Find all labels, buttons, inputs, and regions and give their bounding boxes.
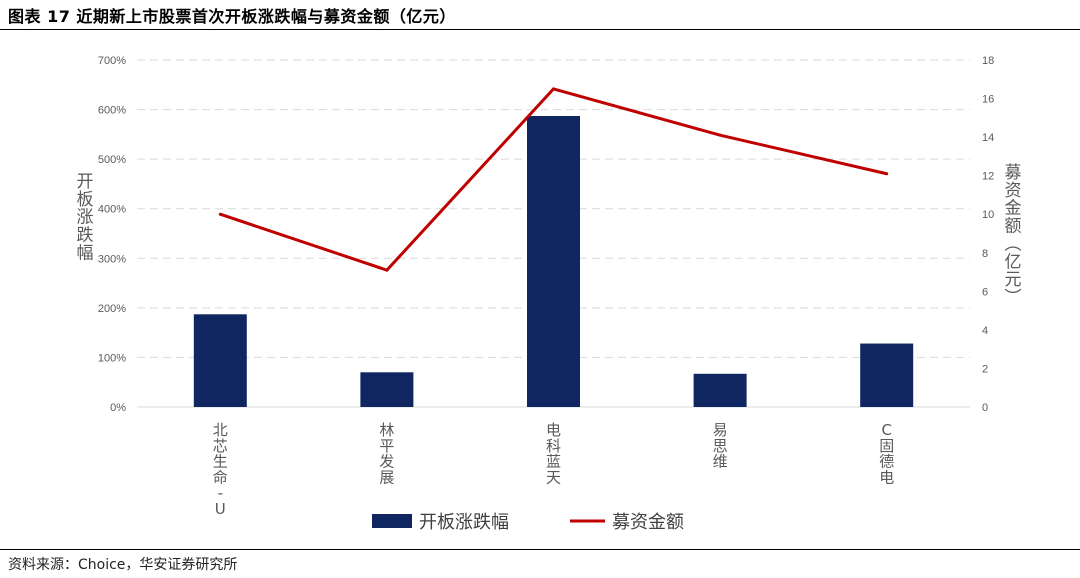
left-tick-label: 100%: [98, 352, 126, 364]
line-point: [718, 133, 722, 137]
bar: [693, 373, 747, 407]
right-tick-label: 6: [982, 286, 988, 298]
right-tick-label: 8: [982, 248, 988, 260]
left-axis-ticks: 0% 100% 200% 300% 400% 500% 600% 700%: [98, 55, 126, 414]
bar: [360, 372, 414, 407]
right-tick-label: 16: [982, 94, 994, 106]
left-tick-label: 300%: [98, 253, 126, 265]
line-series: [218, 87, 889, 272]
left-tick-label: 700%: [98, 55, 126, 67]
legend-label-bar: 开板涨跌幅: [419, 512, 509, 533]
right-tick-label: 14: [982, 132, 994, 144]
category-label: 电科蓝天: [546, 421, 561, 486]
category-label: C 固德电: [879, 421, 894, 486]
bar: [527, 116, 580, 407]
bar: [860, 343, 914, 407]
bar-series: [193, 116, 914, 407]
line-point: [385, 268, 389, 272]
right-tick-label: 4: [982, 325, 988, 337]
right-tick-label: 10: [982, 209, 994, 221]
left-tick-label: 400%: [98, 204, 126, 216]
combo-chart: 0% 100% 200% 300% 400% 500% 600% 700% 0 2 4 6 8 10 12…: [77, 55, 1022, 533]
right-axis-ticks: 0 2 4 6 8 10 12 14 16 18: [982, 55, 994, 414]
top-rule: [0, 29, 1080, 30]
legend-swatch-bar: [372, 514, 412, 528]
right-axis-title-text: 募资金额︵亿元︶: [1005, 163, 1022, 308]
legend: 开板涨跌幅 募资金额: [372, 512, 684, 533]
figure-title: 图表 17 近期新上市股票首次开板涨跌幅与募资金额（亿元）: [8, 7, 456, 26]
left-tick-label: 500%: [98, 154, 126, 166]
left-axis-title: 开板涨跌幅: [77, 172, 94, 263]
left-tick-label: 0%: [110, 402, 126, 414]
category-label: 林平发展: [379, 421, 394, 486]
category-label: 易思维: [713, 421, 728, 471]
right-tick-label: 2: [982, 363, 988, 375]
bottom-rule: [0, 549, 1080, 550]
right-tick-label: 0: [982, 402, 988, 414]
right-axis-title: 募资金额︵亿元︶: [1005, 163, 1022, 308]
right-tick-label: 12: [982, 171, 994, 183]
line-point: [885, 172, 889, 176]
left-tick-label: 600%: [98, 105, 126, 117]
category-label: 北芯生命-U: [213, 421, 228, 518]
right-tick-label: 18: [982, 55, 994, 67]
source-note: 资料来源：Choice，华安证券研究所: [8, 557, 238, 573]
bar: [193, 314, 247, 407]
category-labels: 北芯生命-U 林平发展 电科蓝天 易思维 C 固德电: [213, 421, 894, 518]
left-axis-title-text: 开板涨跌幅: [77, 172, 94, 263]
line-point: [218, 212, 222, 216]
legend-label-line: 募资金额: [612, 512, 684, 533]
line-point: [552, 87, 555, 91]
left-tick-label: 200%: [98, 303, 126, 315]
